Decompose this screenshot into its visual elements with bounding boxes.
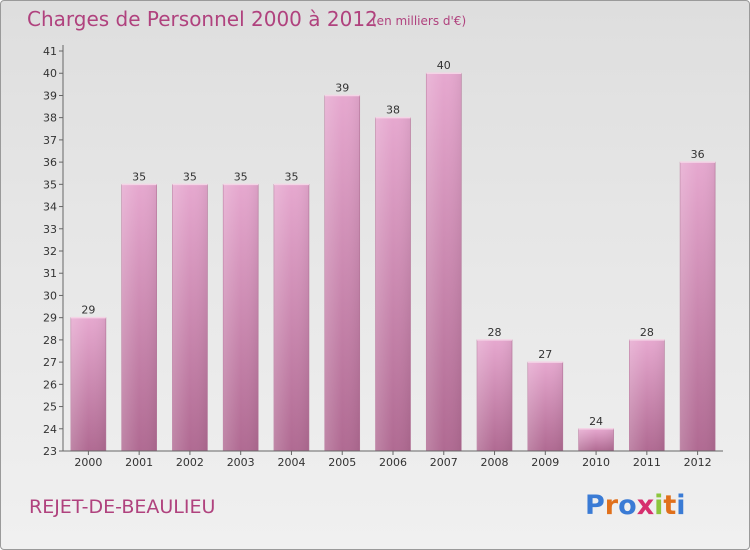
bar-shine — [477, 339, 513, 451]
y-tick-label: 25 — [43, 401, 57, 414]
data-label: 35 — [234, 170, 248, 183]
data-label: 29 — [81, 304, 95, 317]
x-tick-label: 2010 — [582, 456, 610, 469]
x-tick-label: 2009 — [531, 456, 559, 469]
brand-letter: i — [676, 490, 686, 521]
data-label: 35 — [284, 170, 298, 183]
brand-letter: x — [636, 490, 655, 521]
data-label: 35 — [183, 170, 197, 183]
y-tick-label: 31 — [43, 267, 57, 280]
y-tick-label: 29 — [43, 312, 57, 325]
x-tick-label: 2006 — [379, 456, 407, 469]
data-label: 40 — [437, 59, 451, 72]
x-tick-label: 2003 — [227, 456, 255, 469]
y-tick-label: 33 — [43, 223, 57, 236]
y-tick-label: 26 — [43, 378, 57, 391]
bar-shine — [629, 339, 665, 451]
brand-letter: r — [604, 490, 619, 521]
bar-shine — [680, 162, 716, 451]
brand-letter: t — [663, 490, 677, 521]
y-tick-label: 24 — [43, 423, 57, 436]
brand-letter: P — [585, 490, 605, 521]
y-tick-label: 23 — [43, 445, 57, 458]
bar-shine — [172, 184, 208, 452]
y-tick-label: 30 — [43, 289, 57, 302]
bar-shine — [426, 73, 462, 451]
bar-shine — [527, 362, 563, 451]
y-tick-label: 35 — [43, 178, 57, 191]
y-tick-label: 27 — [43, 356, 57, 369]
brand-letter: i — [654, 490, 664, 521]
y-tick-label: 40 — [43, 67, 57, 80]
bar-shine — [70, 317, 106, 451]
bar-shine — [375, 117, 411, 452]
bar-shine — [578, 428, 614, 451]
x-tick-label: 2001 — [125, 456, 153, 469]
data-label: 36 — [691, 148, 705, 161]
data-label: 27 — [538, 348, 552, 361]
data-label: 24 — [589, 415, 603, 428]
bar-shine — [273, 184, 309, 452]
y-tick-label: 28 — [43, 334, 57, 347]
bar-shine — [223, 184, 259, 452]
x-tick-label: 2012 — [684, 456, 712, 469]
data-label: 38 — [386, 104, 400, 117]
bar-shine — [121, 184, 157, 452]
y-tick-label: 34 — [43, 201, 57, 214]
x-tick-label: 2000 — [74, 456, 102, 469]
bar-shine — [324, 95, 360, 451]
proxiti-logo: Proxiti — [585, 490, 686, 521]
place-name: REJET-DE-BEAULIEU — [29, 496, 216, 518]
data-label: 28 — [640, 326, 654, 339]
x-tick-label: 2011 — [633, 456, 661, 469]
x-tick-label: 2008 — [481, 456, 509, 469]
y-tick-label: 41 — [43, 45, 57, 58]
x-tick-label: 2007 — [430, 456, 458, 469]
chart-unit: (en milliers d'€) — [372, 14, 467, 28]
x-tick-label: 2002 — [176, 456, 204, 469]
y-tick-label: 36 — [43, 156, 57, 169]
chart-title: Charges de Personnel 2000 à 2012 — [27, 7, 378, 31]
data-label: 35 — [132, 170, 146, 183]
data-label: 39 — [335, 81, 349, 94]
y-tick-label: 37 — [43, 134, 57, 147]
x-tick-label: 2004 — [277, 456, 305, 469]
y-tick-label: 39 — [43, 89, 57, 102]
data-label: 28 — [488, 326, 502, 339]
brand-letter: o — [618, 490, 637, 521]
y-tick-label: 38 — [43, 112, 57, 125]
x-tick-label: 2005 — [328, 456, 356, 469]
y-tick-label: 32 — [43, 245, 57, 258]
